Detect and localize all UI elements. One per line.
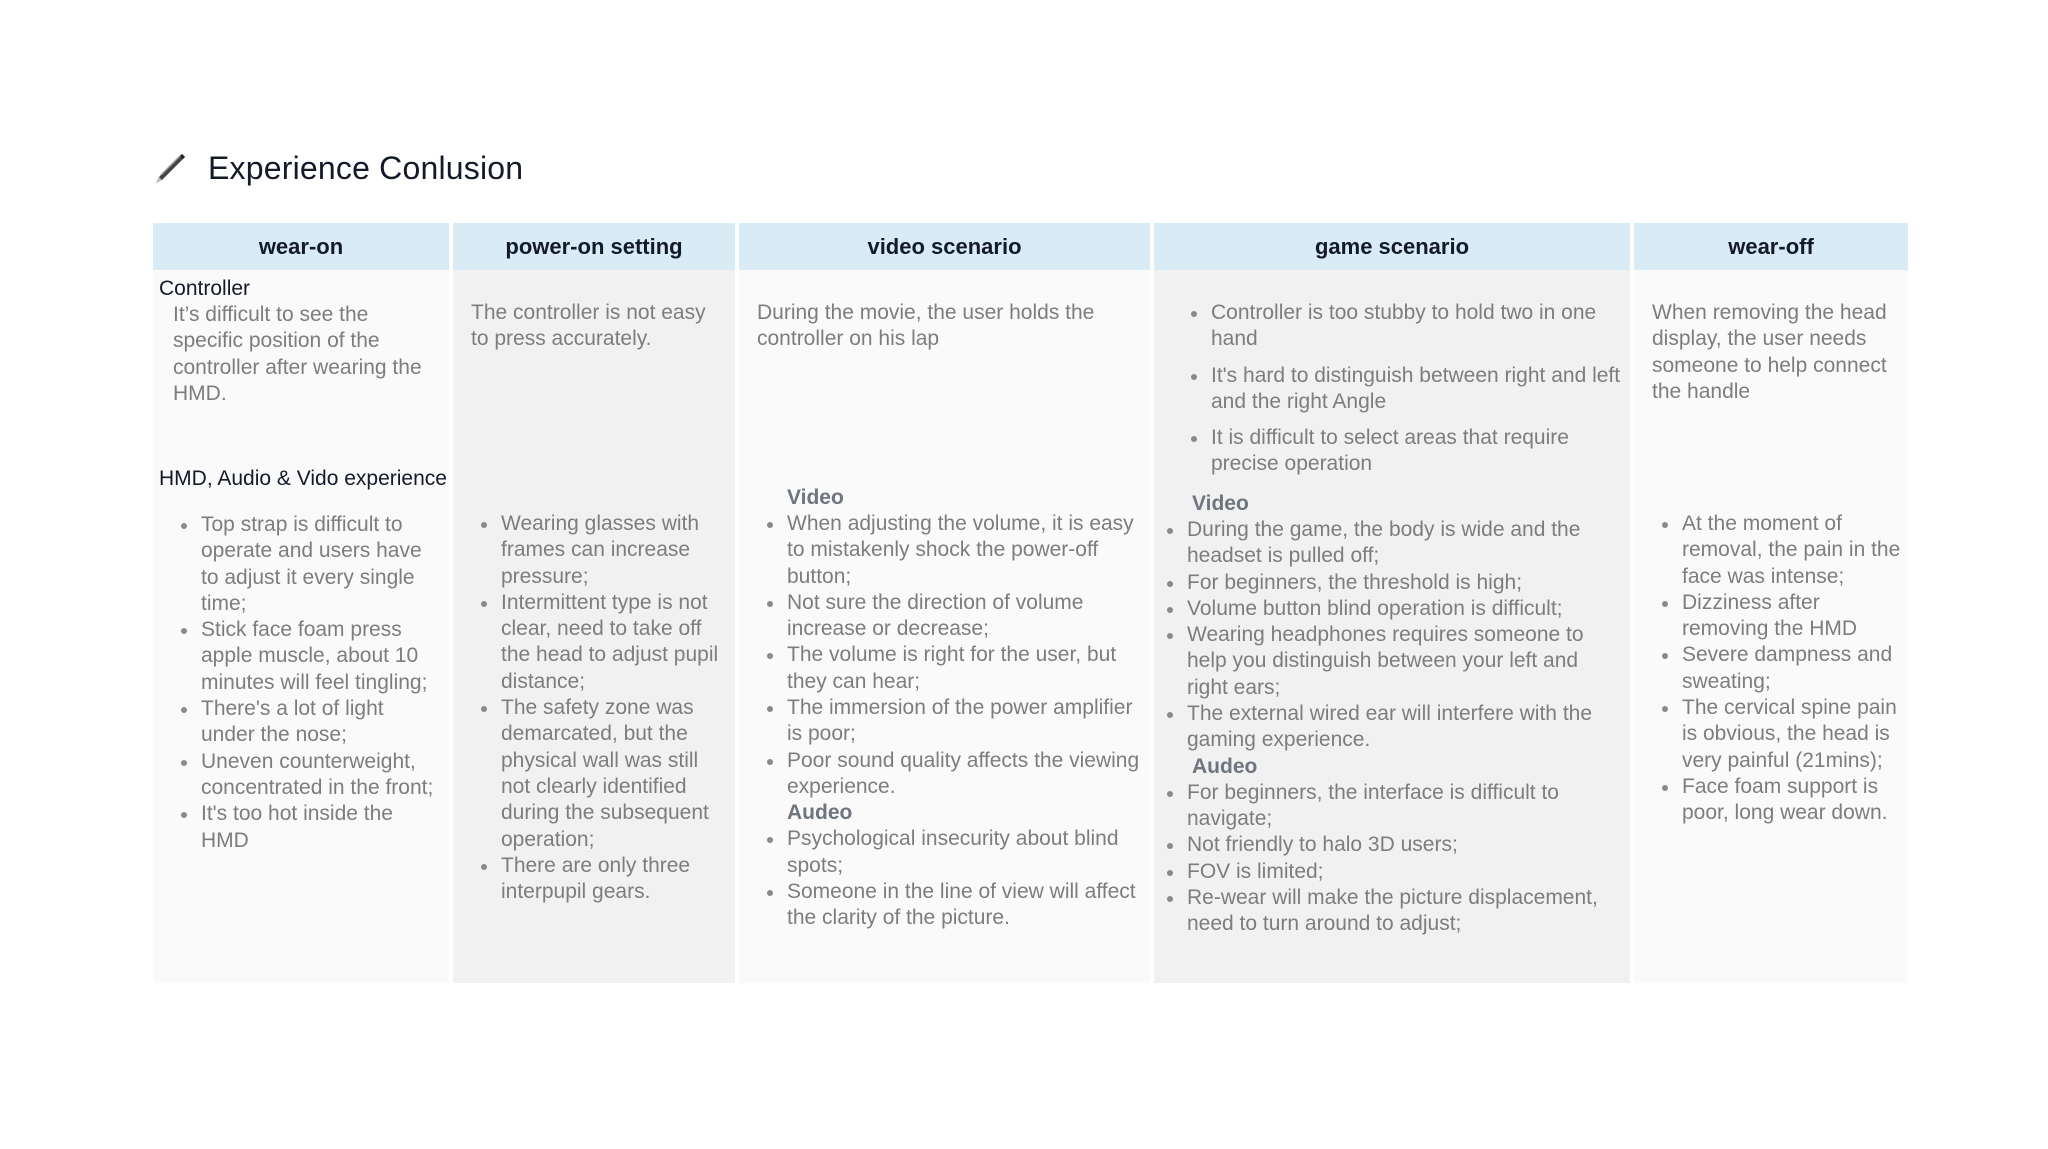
subsection-heading: Video bbox=[1192, 492, 1249, 515]
subsection-heading: Video bbox=[787, 486, 844, 509]
list-item: Top strap is difficult to operate and us… bbox=[181, 512, 443, 617]
list-item: Poor sound quality affects the viewing e… bbox=[767, 748, 1144, 801]
list-item: When adjusting the volume, it is easy to… bbox=[767, 511, 1144, 590]
page-title: Experience Conlusion bbox=[208, 150, 524, 186]
list-item: During the game, the body is wide and th… bbox=[1167, 517, 1624, 570]
list-item: For beginners, the threshold is high; bbox=[1167, 570, 1624, 596]
top-section: Controller It’s difficult to see the spec… bbox=[153, 276, 449, 407]
bottom-section: At the moment of removal, the pain in th… bbox=[1634, 511, 1908, 827]
section-heading: Controller bbox=[159, 277, 251, 300]
list-item: The volume is right for the user, but th… bbox=[767, 642, 1144, 695]
list-item: The external wired ear will interfere wi… bbox=[1167, 701, 1624, 754]
list-item: Psychological insecurity about blind spo… bbox=[767, 826, 1144, 879]
list-item: The cervical spine pain is obvious, the … bbox=[1662, 695, 1902, 774]
list-item: Wearing headphones requires someone to h… bbox=[1167, 622, 1624, 701]
section-text: The controller is not easy to press accu… bbox=[471, 301, 706, 351]
list-item: There's a lot of light under the nose; bbox=[181, 696, 443, 749]
bottom-section: Wearing glasses with frames can increase… bbox=[453, 511, 735, 905]
column-wear-off: wear-off When removing the head display, … bbox=[1634, 223, 1908, 983]
bottom-section: Video During the game, the body is wide a… bbox=[1154, 491, 1630, 937]
list-item: For beginners, the interface is difficul… bbox=[1167, 780, 1624, 833]
list-item: At the moment of removal, the pain in th… bbox=[1662, 511, 1902, 590]
list-item: It is difficult to select areas that req… bbox=[1191, 425, 1624, 478]
list-item: Wearing glasses with frames can increase… bbox=[481, 511, 729, 590]
page-header: Experience Conlusion bbox=[152, 150, 523, 187]
list-item: Uneven counterweight, concentrated in th… bbox=[181, 749, 443, 802]
list-item: Re-wear will make the picture displaceme… bbox=[1167, 885, 1624, 938]
list-item: Face foam support is poor, long wear dow… bbox=[1662, 774, 1902, 827]
list-item: It's hard to distinguish between right a… bbox=[1191, 363, 1624, 416]
column-video-scenario: video scenario During the movie, the user… bbox=[739, 223, 1150, 983]
list-item: Not friendly to halo 3D users; bbox=[1167, 832, 1624, 858]
list-item: Dizziness after removing the HMD bbox=[1662, 590, 1902, 643]
column-header: wear-off bbox=[1634, 223, 1908, 270]
list-item: The immersion of the power amplifier is … bbox=[767, 695, 1144, 748]
list-item: Stick face foam press apple muscle, abou… bbox=[181, 617, 443, 696]
top-section: Controller is too stubby to hold two in … bbox=[1154, 300, 1630, 488]
list-item: There are only three interpupil gears. bbox=[481, 853, 729, 906]
list-item: The safety zone was demarcated, but the … bbox=[481, 695, 729, 853]
list-item: Severe dampness and sweating; bbox=[1662, 642, 1902, 695]
top-section: When removing the head display, the user… bbox=[1634, 300, 1908, 405]
section-heading: HMD, Audio & Vido experience bbox=[159, 467, 447, 490]
bottom-section: HMD, Audio & Vido experience Top strap is… bbox=[153, 466, 449, 854]
list-item: Someone in the line of view will affect … bbox=[767, 879, 1144, 932]
top-section: The controller is not easy to press accu… bbox=[453, 300, 735, 353]
subsection-heading: Audeo bbox=[1192, 754, 1258, 778]
list-item: Not sure the direction of volume increas… bbox=[767, 590, 1144, 643]
column-header: wear-on bbox=[153, 223, 449, 270]
list-item: FOV is limited; bbox=[1167, 859, 1624, 885]
section-text: During the movie, the user holds the con… bbox=[757, 301, 1095, 351]
section-text: When removing the head display, the user… bbox=[1652, 301, 1887, 403]
column-power-on-setting: power-on setting The controller is not ea… bbox=[453, 223, 735, 983]
column-header: game scenario bbox=[1154, 223, 1630, 270]
column-game-scenario: game scenario Controller is too stubby to… bbox=[1154, 223, 1630, 983]
top-section: During the movie, the user holds the con… bbox=[739, 300, 1150, 353]
column-wear-on: wear-on Controller It’s difficult to see t… bbox=[153, 223, 449, 983]
bottom-section: Video When adjusting the volume, it is ea… bbox=[739, 485, 1150, 931]
column-header: video scenario bbox=[739, 223, 1150, 270]
pencil-icon bbox=[156, 153, 185, 183]
list-item: Intermittent type is not clear, need to … bbox=[481, 590, 729, 695]
list-item: It's too hot inside the HMD bbox=[181, 801, 443, 854]
list-item: Volume button blind operation is difficu… bbox=[1167, 596, 1624, 622]
column-header: power-on setting bbox=[453, 223, 735, 270]
list-item: Controller is too stubby to hold two in … bbox=[1191, 300, 1624, 353]
section-text: It’s difficult to see the specific posit… bbox=[173, 303, 422, 405]
subsection-heading: Audeo bbox=[787, 801, 853, 825]
